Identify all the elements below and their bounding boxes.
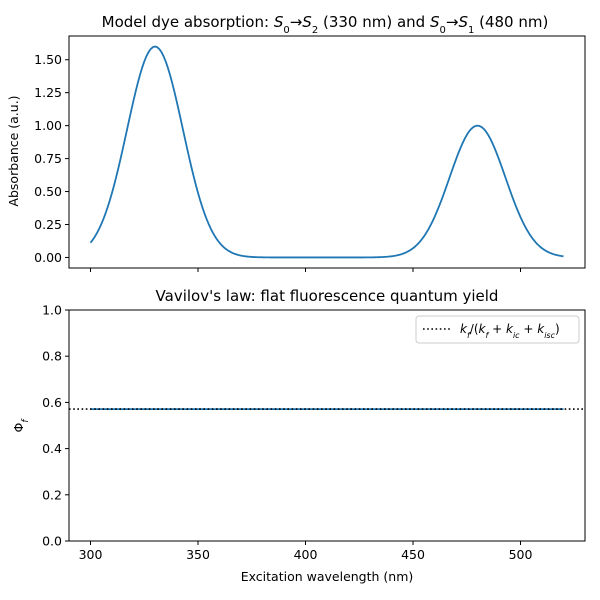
legend: kf/(kf + kic + kisc) <box>415 315 580 344</box>
absorption-ytick-label: 0.00 <box>34 250 62 265</box>
absorption-series-group <box>89 45 564 259</box>
absorption-ytick-label: 1.25 <box>34 85 62 100</box>
absorption-ytick-label: 0.75 <box>34 151 62 166</box>
absorption-title: Model dye absorption: S0→S2 (330 nm) and… <box>102 13 549 36</box>
absorption-ytick-label: 0.50 <box>34 184 62 199</box>
quantum-yield-xtick-label: 450 <box>401 547 425 562</box>
absorption-series-line-0 <box>89 45 564 259</box>
quantum-yield-xtick-label: 350 <box>186 547 210 562</box>
quantum-yield-ytick-label: 0.8 <box>42 349 62 364</box>
quantum-yield-ytick-label: 0.4 <box>42 441 62 456</box>
quantum-yield-axes-frame <box>68 309 586 542</box>
absorption-ytick-label: 1.50 <box>34 52 62 67</box>
quantum-yield-xlabel: Excitation wavelength (nm) <box>241 569 414 584</box>
legend-label: kf/(kf + kic + kisc) <box>460 322 560 340</box>
absorption-ytick-label: 0.25 <box>34 217 62 232</box>
quantum-yield-xtick-label: 400 <box>294 547 318 562</box>
quantum-yield-ylabel: Φf <box>11 418 31 433</box>
quantum-yield-title: Vavilov's law: flat fluorescence quantum… <box>156 287 499 305</box>
quantum-yield-panel: Vavilov's law: flat fluorescence quantum… <box>11 287 586 584</box>
quantum-yield-ytick-label: 0.2 <box>42 487 62 502</box>
absorption-ytick-label: 1.00 <box>34 118 62 133</box>
absorption-axes-frame <box>68 35 586 269</box>
absorption-ylabel: Absorbance (a.u.) <box>6 95 21 206</box>
legend-box <box>415 315 580 344</box>
quantum-yield-xtick-label: 500 <box>509 547 533 562</box>
absorption-ticks: 0.00 0.25 0.50 0.75 1.00 1.25 1.50 <box>34 52 521 272</box>
quantum-yield-ticks: 300 350 400 450 500 0.0 0.2 0.4 0.6 0.8 1.0 <box>42 303 532 563</box>
quantum-yield-ytick-label: 1.0 <box>42 303 62 318</box>
quantum-yield-ytick-label: 0.0 <box>42 534 62 549</box>
quantum-yield-xtick-label: 300 <box>79 547 103 562</box>
absorption-panel: Model dye absorption: S0→S2 (330 nm) and… <box>6 13 586 272</box>
quantum-yield-ytick-label: 0.6 <box>42 395 62 410</box>
